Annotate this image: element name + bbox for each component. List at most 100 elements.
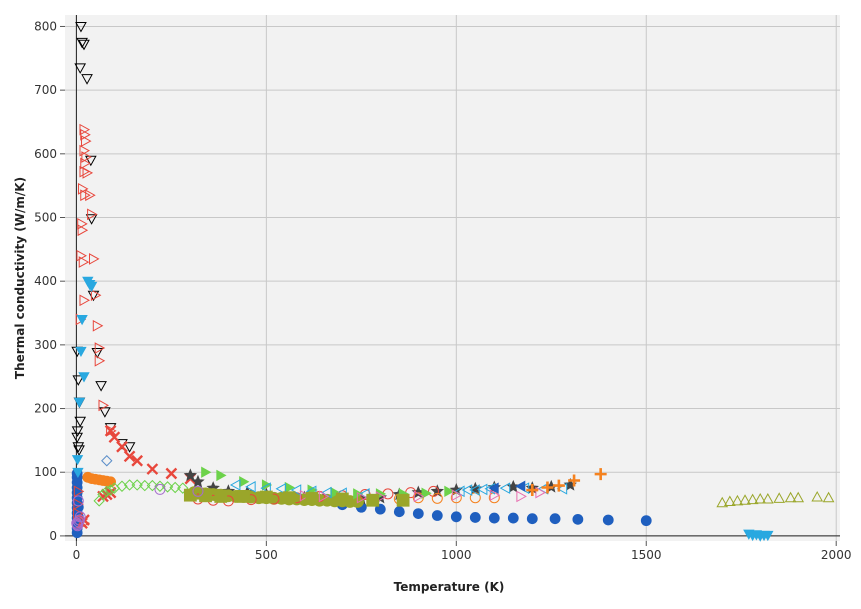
data-point [94, 342, 106, 354]
y-tick-label: 800 [34, 19, 57, 33]
data-point [146, 463, 159, 475]
data-point [275, 482, 287, 495]
data-point [85, 214, 98, 225]
data-point [192, 485, 204, 497]
data-point [469, 512, 481, 523]
data-point [88, 253, 100, 265]
data-point [451, 489, 463, 501]
data-point [568, 474, 581, 487]
data-point [104, 424, 117, 437]
data-point [71, 455, 84, 466]
data-point [216, 469, 227, 482]
data-point [81, 74, 93, 85]
data-point [75, 346, 87, 358]
data-point [99, 407, 111, 418]
data-point [71, 432, 84, 444]
data-point [237, 490, 250, 503]
data-point [85, 281, 98, 293]
data-point [101, 455, 113, 467]
data-point [131, 454, 144, 467]
x-tick-label: 500 [255, 548, 278, 562]
data-point [71, 426, 84, 437]
data-point [81, 151, 92, 163]
data-point [72, 495, 84, 507]
data-point [792, 491, 805, 503]
data-point [74, 416, 87, 428]
data-point [183, 468, 198, 482]
y-tick-label: 300 [34, 338, 57, 352]
data-point [123, 479, 136, 491]
data-point [335, 492, 349, 506]
data-point [754, 492, 767, 504]
data-point [716, 496, 729, 508]
data-point [535, 486, 546, 499]
data-point [290, 484, 302, 496]
data-point [108, 431, 121, 444]
data-point [413, 490, 425, 503]
data-point [731, 494, 744, 506]
data-point [739, 494, 751, 505]
data-point [72, 467, 84, 479]
data-point [77, 218, 88, 230]
data-point [72, 442, 85, 453]
data-point [259, 490, 273, 504]
y-tick-label: 0 [49, 529, 57, 543]
data-point [165, 467, 178, 480]
data-point [104, 484, 117, 496]
data-point [201, 466, 212, 478]
data-point [95, 381, 107, 392]
grid-lines [65, 15, 840, 541]
data-point [444, 485, 455, 498]
data-point [82, 167, 94, 179]
data-point [76, 314, 88, 326]
data-point [499, 482, 511, 494]
data-point [84, 155, 97, 167]
data-point [299, 489, 311, 502]
data-point [526, 484, 539, 497]
data-point [73, 485, 85, 498]
data-point [318, 490, 330, 503]
data-point [773, 492, 786, 503]
data-point [98, 399, 110, 412]
data-point [489, 489, 501, 501]
data-point [640, 515, 652, 527]
data-point [161, 481, 174, 493]
data-point [75, 21, 87, 33]
data-point [177, 482, 189, 494]
data-point [154, 483, 166, 495]
plot-area-background [65, 15, 840, 541]
data-point [602, 514, 614, 526]
data-point [541, 481, 554, 494]
data-point [85, 189, 96, 202]
data-point [77, 224, 89, 237]
x-tick-label: 0 [73, 548, 81, 562]
data-point [260, 482, 271, 494]
data-point [199, 489, 212, 503]
data-point [428, 485, 440, 497]
data-point [139, 479, 151, 492]
data-point [214, 490, 228, 503]
data-point [80, 157, 91, 170]
data-point [97, 488, 109, 501]
data-point [73, 507, 84, 520]
data-point [80, 128, 91, 141]
y-tick-label: 100 [34, 465, 57, 479]
y-tick-label: 500 [34, 211, 57, 225]
data-point [762, 530, 774, 542]
data-point [72, 375, 85, 386]
data-point [450, 511, 462, 523]
data-point [73, 397, 86, 409]
data-point [572, 513, 584, 525]
y-tick-label: 600 [34, 147, 57, 161]
data-point [229, 479, 241, 491]
x-axis-title: Temperature (K) [394, 580, 505, 594]
data-point [761, 492, 774, 504]
data-point [431, 492, 443, 504]
data-point [353, 488, 364, 500]
data-point [515, 480, 526, 492]
data-point [374, 503, 386, 515]
data-point [116, 440, 128, 453]
data-point [431, 510, 443, 521]
data-point [78, 372, 90, 383]
tick-labels: 0 100 200 300 400 500 600 700 800 0 500 1000 1500 200… [34, 19, 851, 562]
